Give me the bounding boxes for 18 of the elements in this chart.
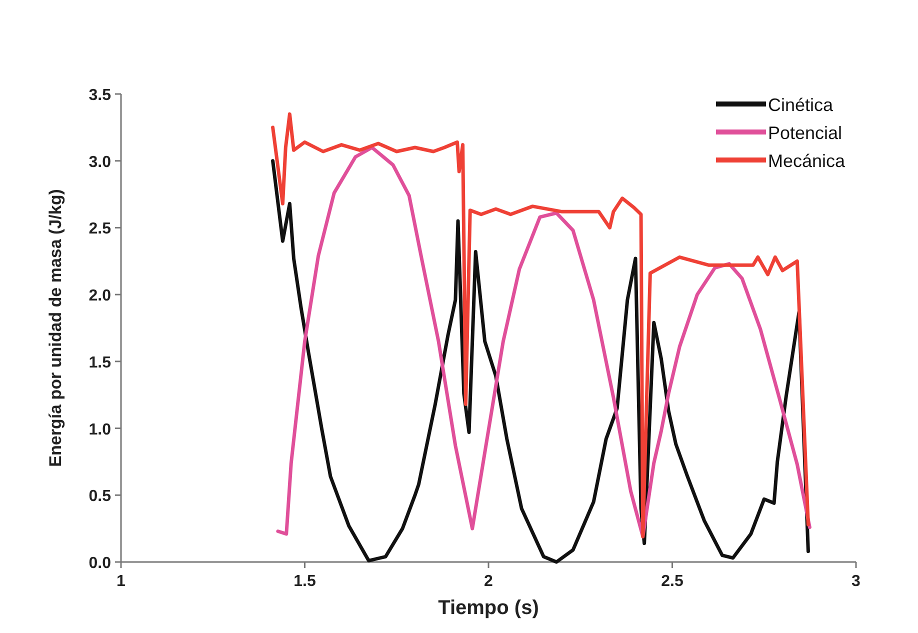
x-tick-label: 2 — [484, 573, 494, 590]
legend-label: Potencial — [768, 123, 842, 143]
legend-label: Cinética — [768, 95, 834, 115]
y-tick-label: 2.0 — [88, 288, 112, 305]
x-tick-label: 2.5 — [661, 573, 684, 590]
y-tick-label: 0.0 — [88, 555, 112, 572]
y-axis-title: Energía por unidad de masa (J/kg) — [46, 189, 65, 467]
legend-label: Mecánica — [768, 151, 846, 171]
y-tick-label: 0.5 — [88, 488, 112, 506]
x-axis-title: Tiempo (s) — [438, 597, 539, 619]
x-tick-label: 3 — [852, 573, 861, 590]
y-tick-label: 3.0 — [88, 154, 112, 171]
y-tick-label: 2.5 — [88, 220, 112, 238]
y-tick-label: 1.0 — [88, 421, 112, 438]
y-tick-label: 3.5 — [88, 87, 112, 104]
x-tick-label: 1.5 — [294, 573, 316, 590]
x-tick-label: 1 — [116, 573, 126, 590]
y-tick-label: 1.5 — [88, 354, 112, 372]
